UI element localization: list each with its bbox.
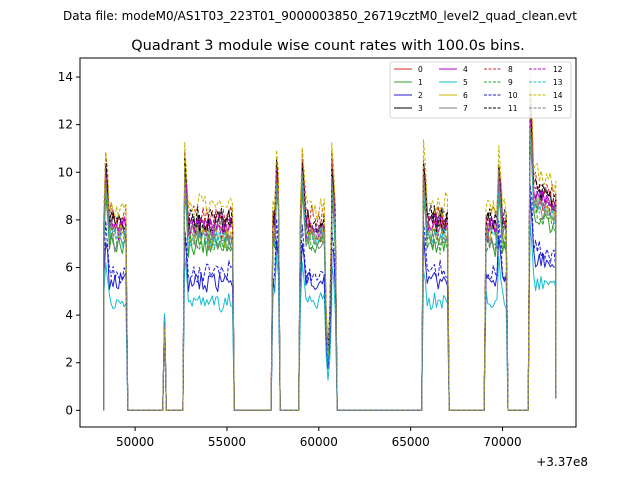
x-tick-label: 60000 bbox=[300, 435, 338, 449]
legend-label-2: 2 bbox=[418, 91, 423, 100]
legend-label-15: 15 bbox=[553, 104, 563, 113]
x-offset-label: +3.37e8 bbox=[536, 455, 588, 469]
y-tick-label: 6 bbox=[65, 260, 73, 274]
x-tick-label: 55000 bbox=[208, 435, 246, 449]
y-tick-label: 8 bbox=[65, 213, 73, 227]
legend-label-13: 13 bbox=[553, 78, 563, 87]
legend-label-12: 12 bbox=[553, 65, 563, 74]
legend-label-11: 11 bbox=[508, 104, 518, 113]
x-axis: 50000 55000 60000 65000 70000 bbox=[116, 427, 522, 449]
x-tick-label: 70000 bbox=[483, 435, 521, 449]
chart-title: Quadrant 3 module wise count rates with … bbox=[131, 38, 525, 54]
legend-label-8: 8 bbox=[508, 65, 513, 74]
legend-label-7: 7 bbox=[463, 104, 468, 113]
legend-label-3: 3 bbox=[418, 104, 423, 113]
plot-frame bbox=[79, 57, 577, 428]
legend-label-6: 6 bbox=[463, 91, 468, 100]
series-layer bbox=[103, 73, 557, 411]
x-tick-label: 50000 bbox=[116, 435, 154, 449]
y-tick-label: 4 bbox=[65, 308, 73, 322]
y-tick-label: 0 bbox=[65, 403, 73, 417]
y-tick-label: 12 bbox=[58, 118, 73, 132]
y-tick-label: 14 bbox=[58, 70, 73, 84]
series-line-15 bbox=[103, 127, 557, 411]
legend-label-5: 5 bbox=[463, 78, 468, 87]
legend-box bbox=[389, 61, 572, 119]
y-tick-label: 2 bbox=[65, 356, 73, 370]
x-tick-label: 65000 bbox=[392, 435, 430, 449]
legend-label-9: 9 bbox=[508, 78, 513, 87]
legend-label-4: 4 bbox=[463, 65, 468, 74]
chart-suptitle: Data file: modeM0/AS1T03_223T01_90000038… bbox=[63, 9, 577, 23]
y-axis: 0 2 4 6 8 10 12 14 bbox=[58, 70, 80, 417]
y-tick-label: 10 bbox=[58, 165, 73, 179]
legend-label-10: 10 bbox=[508, 91, 518, 100]
legend-label-0: 0 bbox=[418, 65, 423, 74]
legend-label-1: 1 bbox=[418, 78, 423, 87]
legend-label-14: 14 bbox=[553, 91, 563, 100]
